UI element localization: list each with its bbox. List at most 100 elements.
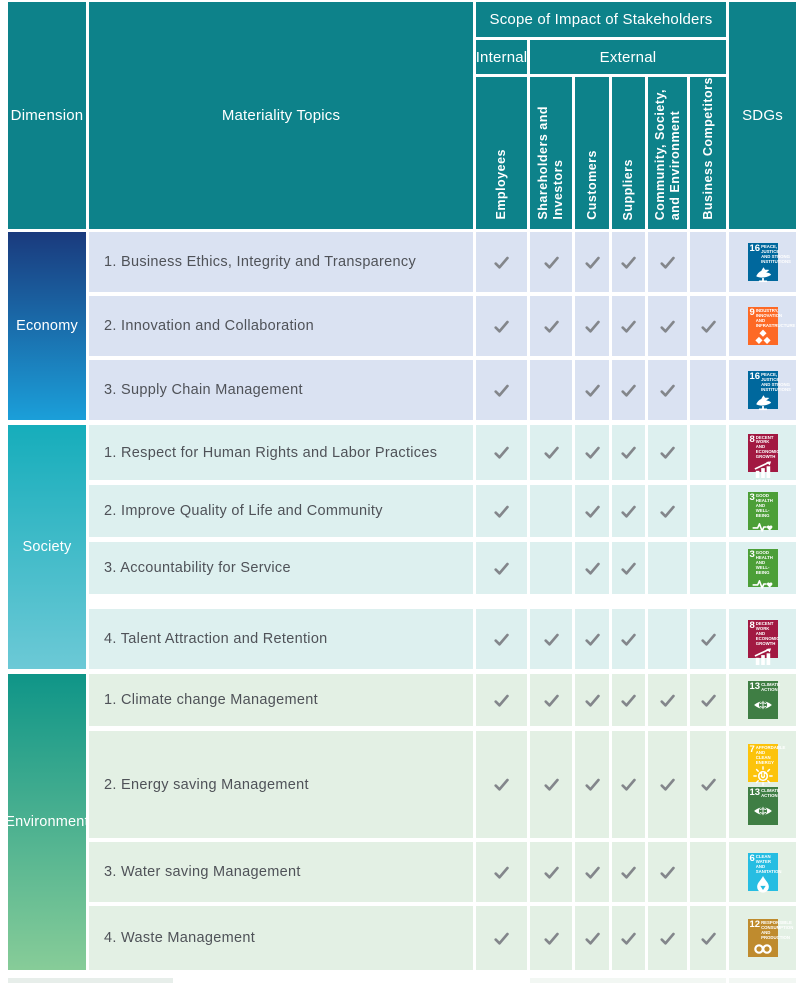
sdg-goal-label: GOOD HEALTH AND WELL-BEING bbox=[755, 493, 773, 518]
sdg-cell: 8 DECENT WORK AND ECONOMIC GROWTH bbox=[729, 425, 796, 480]
sdg-number: 13 bbox=[749, 681, 761, 692]
checkmark-icon bbox=[543, 932, 559, 945]
impact-check-cell bbox=[612, 609, 645, 669]
sdg-goal-label: AFFORDABLE AND CLEAN ENERGY bbox=[755, 745, 786, 765]
materiality-topic: 4. Waste Management bbox=[89, 906, 473, 970]
impact-check-cell bbox=[575, 674, 609, 726]
materiality-topic: 3. Accountability for Service bbox=[89, 542, 473, 594]
impact-check-cell bbox=[530, 232, 572, 292]
sdg-number: 16 bbox=[749, 243, 761, 254]
sun-energy-icon bbox=[750, 765, 776, 786]
impact-empty-cell bbox=[690, 360, 726, 420]
sdg-number: 8 bbox=[749, 433, 755, 445]
sdg-goal-label: PEACE, JUSTICE AND STRONG INSTITUTIONS bbox=[761, 244, 791, 264]
cutoff-strip bbox=[729, 978, 796, 983]
sdg-tile-9: 9 INDUSTRY, INNOVATION AND INFRASTRUCTURE bbox=[747, 307, 795, 345]
stakeholder-header-community-society-environment: Community, Society, and Environment bbox=[648, 77, 687, 229]
checkmark-icon bbox=[494, 505, 509, 518]
checkmark-icon bbox=[621, 562, 636, 575]
checkmark-icon bbox=[584, 320, 600, 333]
sdg-tile-header: 3 GOOD HEALTH AND WELL-BEING bbox=[749, 549, 776, 576]
checkmark-icon bbox=[700, 932, 716, 945]
checkmark-icon bbox=[543, 866, 559, 879]
sdg-tile-header: 13 CLIMATE ACTION bbox=[749, 681, 780, 693]
impact-check-cell bbox=[690, 731, 726, 838]
growth-chart-icon bbox=[750, 460, 776, 479]
dimension-cell-society: Society bbox=[8, 425, 86, 669]
stakeholder-label: Employees bbox=[494, 149, 508, 220]
materiality-topic: 4. Talent Attraction and Retention bbox=[89, 609, 473, 669]
impact-check-cell bbox=[575, 232, 609, 292]
checkmark-icon bbox=[543, 320, 559, 333]
checkmark-icon bbox=[660, 505, 675, 518]
stakeholder-label: Customers bbox=[584, 150, 599, 220]
sdg-tile-header: 7 AFFORDABLE AND CLEAN ENERGY bbox=[750, 745, 786, 766]
sdg-number: 3 bbox=[749, 492, 755, 503]
impact-check-cell bbox=[648, 731, 687, 838]
impact-empty-cell bbox=[690, 842, 726, 902]
impact-check-cell bbox=[648, 906, 687, 970]
sdg-number: 13 bbox=[749, 787, 761, 798]
impact-empty-cell bbox=[690, 232, 726, 292]
checkmark-icon bbox=[700, 778, 716, 791]
stakeholder-label: Shareholders and Investors bbox=[536, 106, 565, 220]
impact-check-cell bbox=[575, 425, 609, 480]
checkmark-icon bbox=[543, 778, 559, 791]
sdg-number: 12 bbox=[749, 919, 761, 930]
checkmark-icon bbox=[584, 384, 600, 397]
sdg-cell: 12 RESPONSIBLE CONSUMPTION AND PRODUCTION bbox=[729, 906, 796, 970]
sdg-goal-label: CLIMATE ACTION bbox=[761, 788, 780, 798]
sdg-tile-12: 12 RESPONSIBLE CONSUMPTION AND PRODUCTION bbox=[747, 919, 794, 957]
materiality-topic: 1. Climate change Management bbox=[89, 674, 473, 726]
impact-check-cell bbox=[690, 674, 726, 726]
impact-empty-cell bbox=[530, 485, 572, 537]
checkmark-icon bbox=[660, 694, 675, 707]
sdg-goal-label: DECENT WORK AND ECONOMIC GROWTH bbox=[755, 621, 780, 646]
stakeholder-header-shareholders-investors: Shareholders and Investors bbox=[530, 77, 572, 229]
sdg-tile-6: 6 CLEAN WATER AND SANITATION bbox=[747, 853, 781, 893]
impact-check-cell bbox=[612, 296, 645, 356]
checkmark-icon bbox=[621, 320, 636, 333]
checkmark-icon bbox=[660, 932, 675, 945]
impact-check-cell bbox=[690, 609, 726, 669]
sdg-cell: 16 PEACE, JUSTICE AND STRONG INSTITUTIONS bbox=[729, 232, 796, 292]
scope-of-impact-header: Scope of Impact of Stakeholders bbox=[476, 2, 726, 37]
sdg-tile-header: 8 DECENT WORK AND ECONOMIC GROWTH bbox=[749, 620, 780, 647]
cutoff-strip bbox=[530, 978, 726, 983]
stakeholder-header-employees: Employees bbox=[476, 77, 527, 229]
checkmark-icon bbox=[621, 778, 636, 791]
impact-check-cell bbox=[575, 842, 609, 902]
impact-check-cell bbox=[612, 425, 645, 480]
sdg-number: 8 bbox=[749, 620, 755, 631]
checkmark-icon bbox=[584, 778, 600, 791]
sdg-goal-label: RESPONSIBLE CONSUMPTION AND PRODUCTION bbox=[761, 920, 794, 940]
stakeholder-header-customers: Customers bbox=[575, 77, 609, 229]
impact-check-cell bbox=[530, 906, 572, 970]
sdg-tile-header: 12 RESPONSIBLE CONSUMPTION AND PRODUCTION bbox=[749, 919, 794, 941]
impact-check-cell bbox=[530, 842, 572, 902]
impact-empty-cell bbox=[690, 425, 726, 480]
impact-check-cell bbox=[530, 674, 572, 726]
dove-icon bbox=[750, 393, 776, 411]
impact-check-cell bbox=[575, 609, 609, 669]
impact-empty-cell bbox=[690, 485, 726, 537]
sdg-number: 3 bbox=[749, 549, 755, 560]
sdg-tile-16: 16 PEACE, JUSTICE AND STRONG INSTITUTIONS bbox=[747, 243, 791, 283]
external-subheader: External bbox=[530, 40, 726, 74]
materiality-topic: 3. Supply Chain Management bbox=[89, 360, 473, 420]
impact-check-cell bbox=[530, 296, 572, 356]
sdg-number: 16 bbox=[749, 371, 761, 382]
checkmark-icon bbox=[494, 384, 509, 397]
ekg-heart-icon bbox=[750, 519, 776, 535]
stakeholder-label: Suppliers bbox=[621, 158, 635, 220]
impact-empty-cell bbox=[530, 542, 572, 594]
checkmark-icon bbox=[621, 256, 636, 269]
impact-check-cell bbox=[690, 296, 726, 356]
checkmark-icon bbox=[584, 505, 600, 518]
sdg-tile-3: 3 GOOD HEALTH AND WELL-BEING bbox=[747, 549, 778, 589]
stakeholder-header-business-competitors: Business Competitors bbox=[690, 77, 726, 229]
dove-icon bbox=[750, 265, 776, 283]
ekg-heart-icon bbox=[750, 576, 776, 592]
impact-check-cell bbox=[690, 906, 726, 970]
sdg-number: 6 bbox=[749, 853, 755, 864]
